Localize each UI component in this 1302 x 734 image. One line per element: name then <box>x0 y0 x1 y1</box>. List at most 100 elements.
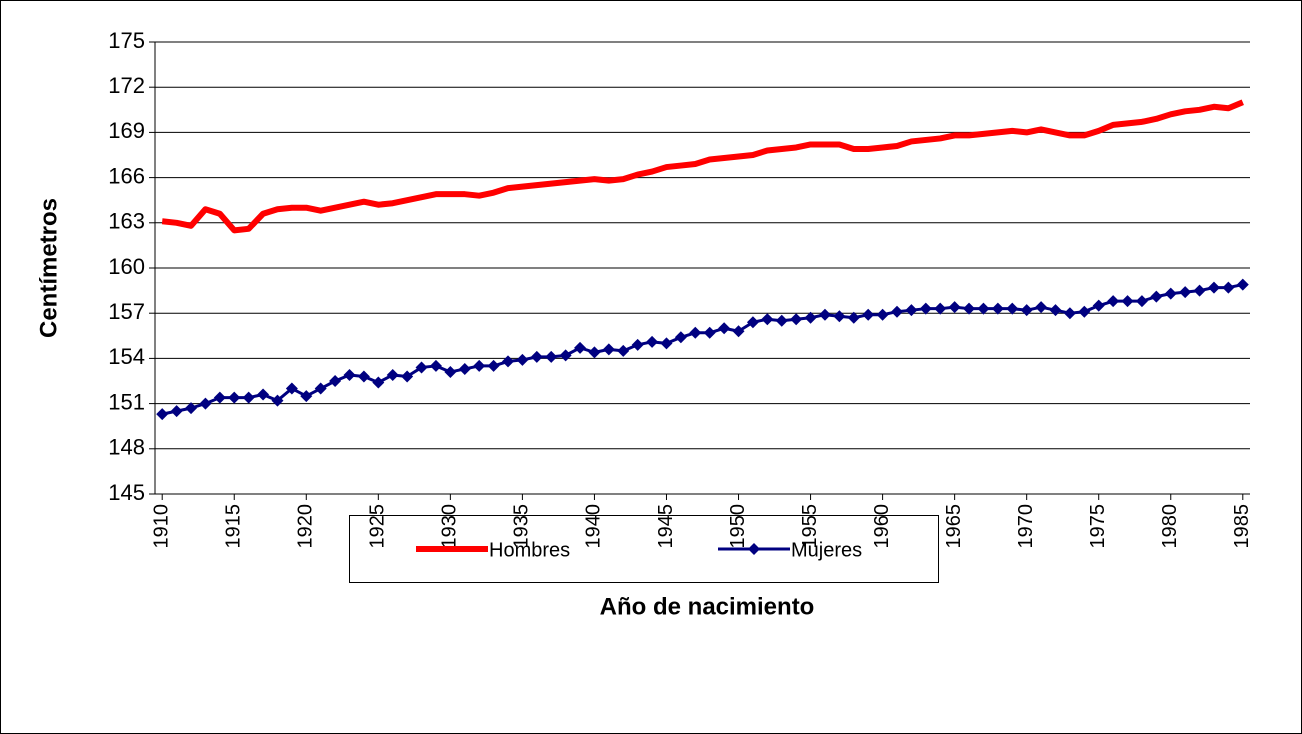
data-point <box>1179 286 1192 299</box>
x-tick-label: 1950 <box>727 504 749 549</box>
data-point <box>833 310 846 323</box>
data-point <box>372 376 385 389</box>
data-point <box>703 326 716 339</box>
y-tick-label: 151 <box>108 389 145 414</box>
series-line <box>161 99 1244 234</box>
data-point <box>271 394 284 407</box>
data-point <box>991 302 1004 315</box>
data-point <box>401 370 414 383</box>
data-point <box>329 375 342 387</box>
x-tick-label: 1920 <box>295 504 317 549</box>
data-point <box>847 311 860 324</box>
data-point <box>1063 307 1076 320</box>
x-tick-label: 1940 <box>583 504 605 549</box>
x-tick-label: 1960 <box>871 504 893 549</box>
data-point <box>689 326 702 339</box>
data-point <box>574 341 587 354</box>
y-tick-label: 166 <box>108 163 145 188</box>
data-point <box>242 391 255 404</box>
data-point <box>660 337 673 350</box>
data-point <box>228 391 241 404</box>
data-point <box>444 365 457 378</box>
y-tick-label: 175 <box>108 28 145 53</box>
y-tick-label: 154 <box>108 344 145 369</box>
data-point <box>1107 295 1120 308</box>
data-point <box>746 316 759 329</box>
y-axis-label: Centímetros <box>35 198 62 338</box>
x-tick-label: 1985 <box>1231 504 1253 549</box>
data-point <box>516 353 529 366</box>
data-point <box>1049 304 1062 317</box>
data-point <box>602 343 615 356</box>
data-point <box>386 368 399 381</box>
data-point <box>1193 284 1206 297</box>
legend-label: Hombres <box>489 539 570 561</box>
data-point <box>257 388 270 401</box>
data-point <box>285 382 298 395</box>
data-point <box>530 350 543 363</box>
x-tick-label: 1980 <box>1159 504 1181 549</box>
data-point <box>314 382 327 395</box>
data-point <box>761 313 774 326</box>
x-tick-label: 1965 <box>943 504 965 549</box>
x-tick-label: 1910 <box>150 504 172 549</box>
data-point <box>1150 290 1163 303</box>
data-point <box>213 391 226 404</box>
data-point <box>718 322 731 335</box>
x-axis-label: Año de nacimiento <box>600 593 815 620</box>
data-point <box>458 362 471 375</box>
data-point <box>343 368 356 381</box>
data-point <box>934 302 947 315</box>
data-point <box>300 390 313 403</box>
data-point <box>357 370 370 383</box>
data-point <box>1121 295 1134 308</box>
data-point <box>631 338 644 351</box>
data-point <box>919 302 932 315</box>
data-point <box>862 308 875 321</box>
data-point <box>415 361 428 374</box>
legend-marker <box>748 543 760 555</box>
x-tick-label: 1925 <box>367 504 389 549</box>
data-point <box>1020 304 1033 317</box>
x-tick-label: 1930 <box>439 504 461 549</box>
x-tick-label: 1915 <box>223 504 245 549</box>
data-point <box>732 325 745 338</box>
data-point <box>790 313 803 326</box>
data-point <box>876 308 889 321</box>
data-point <box>804 311 817 324</box>
data-point <box>617 344 630 357</box>
data-point <box>1092 299 1105 312</box>
y-tick-label: 157 <box>108 299 145 324</box>
data-point <box>501 355 514 368</box>
data-point <box>1006 302 1019 315</box>
y-tick-label: 160 <box>108 254 145 279</box>
data-point <box>891 305 904 318</box>
y-tick-label: 169 <box>108 118 145 143</box>
data-point <box>818 308 831 321</box>
series-line <box>161 283 1244 416</box>
data-point <box>1035 301 1048 314</box>
data-point <box>646 335 659 348</box>
data-point <box>559 349 572 362</box>
data-point <box>487 359 500 372</box>
data-point <box>199 397 212 410</box>
y-tick-label: 163 <box>108 209 145 234</box>
data-point <box>674 331 687 344</box>
data-point <box>156 408 169 421</box>
data-point <box>1135 295 1148 308</box>
data-point <box>1207 281 1220 294</box>
data-point <box>948 301 961 314</box>
data-point <box>588 346 601 359</box>
data-point <box>775 314 788 327</box>
data-point <box>1078 305 1091 318</box>
data-point <box>977 302 990 315</box>
data-point <box>905 304 918 317</box>
data-point <box>185 402 198 415</box>
data-point <box>473 359 486 372</box>
data-point <box>1164 287 1177 300</box>
data-point <box>963 302 976 315</box>
data-point <box>429 359 442 372</box>
